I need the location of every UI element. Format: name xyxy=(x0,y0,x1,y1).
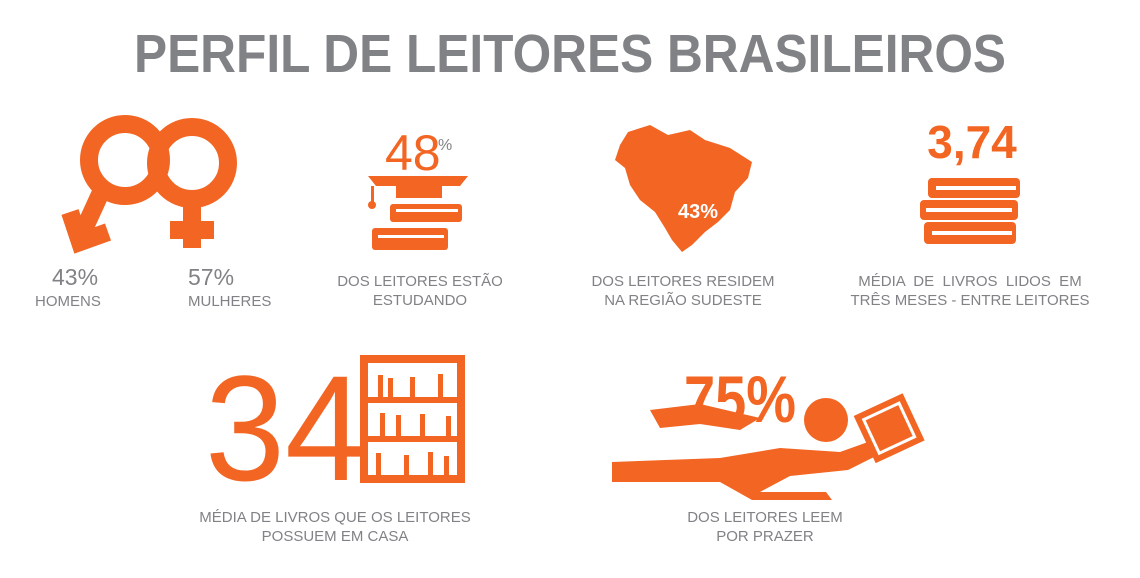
men-value: 43% xyxy=(52,264,98,290)
pleasure-caption: DOS LEITORES LEEM xyxy=(687,509,843,526)
title: PERFIL DE LEITORES BRASILEIROS xyxy=(134,24,1006,84)
cap-books-icon xyxy=(368,176,468,250)
southeast-caption: DOS LEITORES RESIDEM xyxy=(591,273,774,290)
books-read-value: 3,74 xyxy=(927,116,1017,168)
studying-caption: ESTUDANDO xyxy=(373,292,467,309)
bookshelf-icon xyxy=(360,355,465,483)
reader-icon xyxy=(612,393,925,500)
books-stack-icon xyxy=(920,178,1020,244)
books-read-caption: MÉDIA DE LIVROS LIDOS EM xyxy=(858,273,1081,290)
studying-unit: % xyxy=(438,137,452,154)
books-owned-caption: MÉDIA DE LIVROS QUE OS LEITORES xyxy=(199,509,470,526)
books-owned-value: 34 xyxy=(205,344,365,512)
southeast-value: 43% xyxy=(678,201,718,223)
men-label: HOMENS xyxy=(35,293,101,310)
women-value: 57% xyxy=(188,264,234,290)
southeast-caption: NA REGIÃO SUDESTE xyxy=(604,292,762,309)
studying-number: 48 xyxy=(385,125,441,181)
gender-icon xyxy=(61,115,237,254)
pleasure-caption: POR PRAZER xyxy=(716,528,814,545)
books-owned-caption: POSSUEM EM CASA xyxy=(262,528,409,545)
brazil-map xyxy=(615,125,752,252)
studying-caption: DOS LEITORES ESTÃO xyxy=(337,273,503,290)
women-label: MULHERES xyxy=(188,293,271,310)
books-read-caption: TRÊS MESES - ENTRE LEITORES xyxy=(851,292,1090,309)
